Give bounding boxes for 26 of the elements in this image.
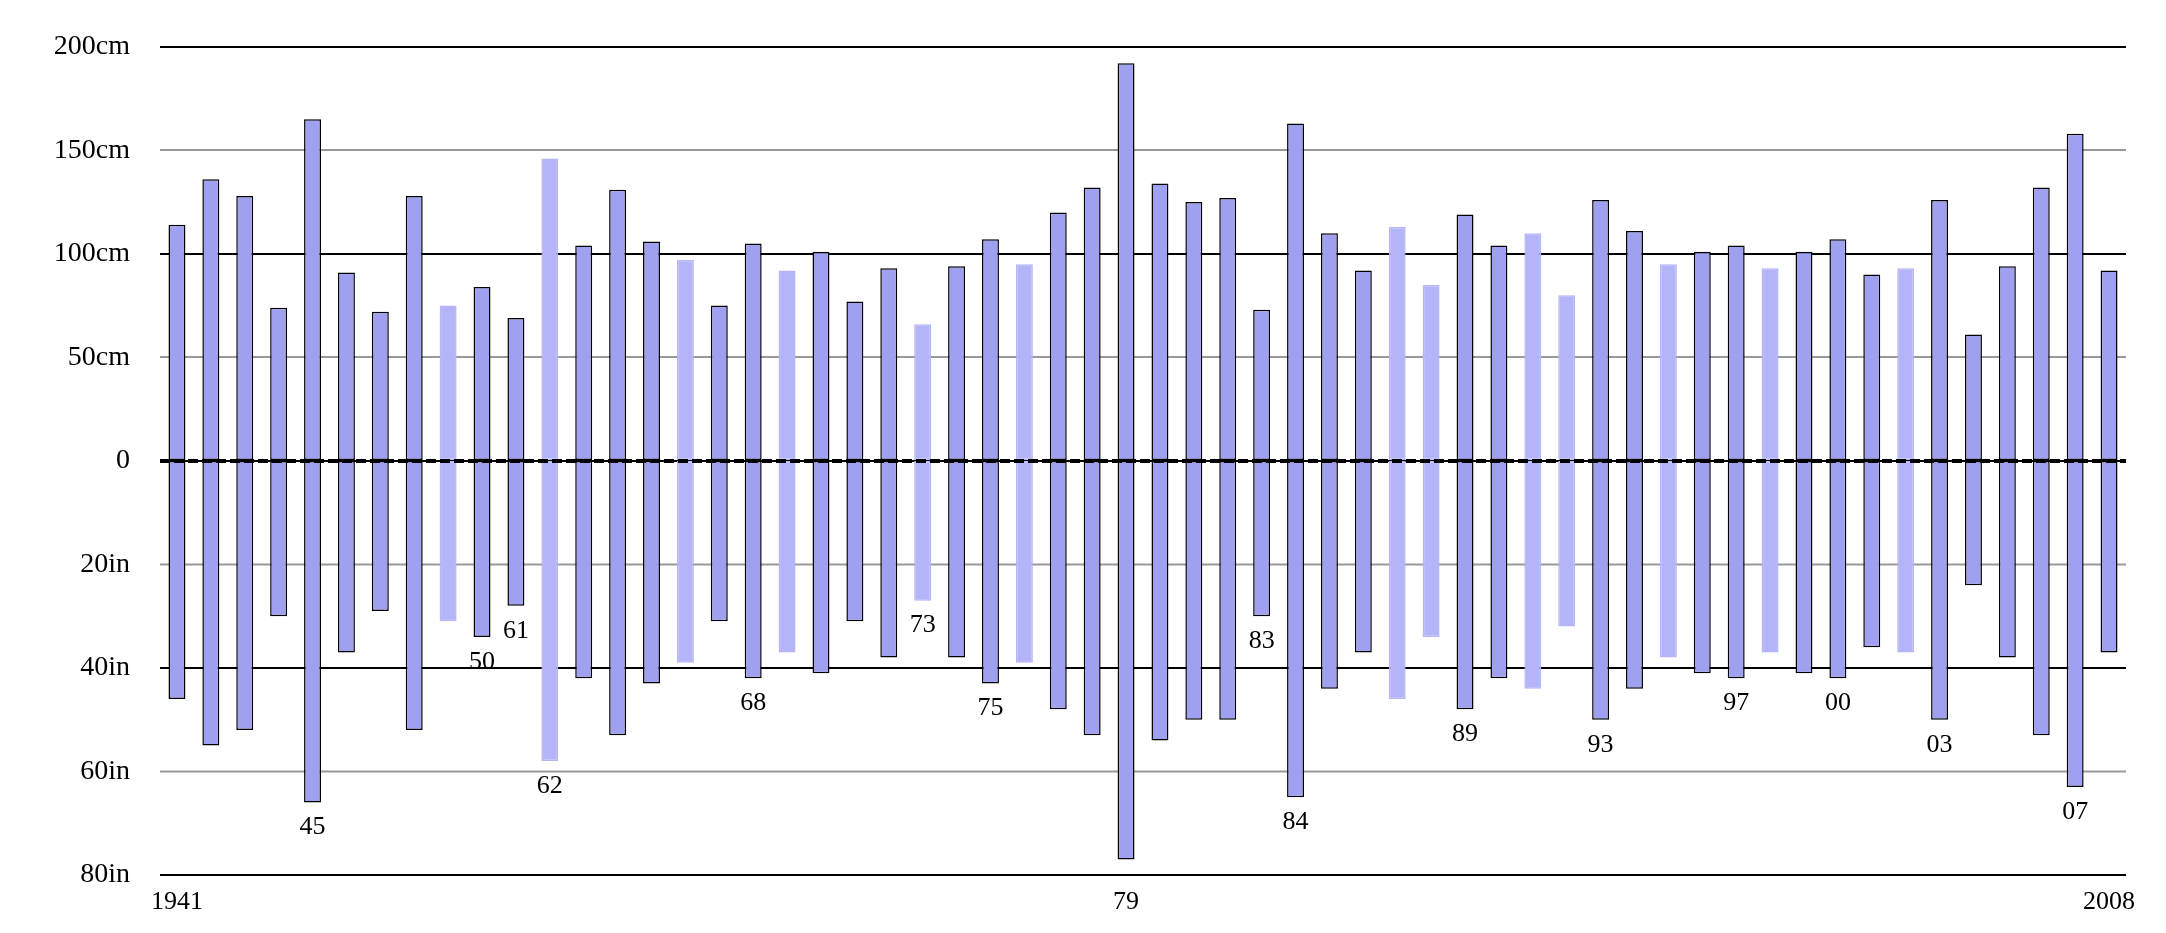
y2-tick-label: 40in	[80, 650, 130, 682]
x-tick-label: 45	[299, 811, 326, 841]
x-tick-label: 61	[502, 614, 529, 644]
y-tick-label: 150cm	[53, 132, 131, 164]
x-tick-label: 84	[1282, 806, 1309, 836]
x-tick-label: 79	[1113, 885, 1140, 915]
y2-tick-label: 20in	[80, 546, 130, 578]
x-tick-label: 07	[2062, 795, 2089, 825]
x-tick-label: 68	[740, 687, 767, 717]
x-tick-label: 97	[1723, 687, 1750, 717]
y-tick-label: 200cm	[53, 29, 131, 61]
x-tick-label: 1941	[150, 885, 203, 915]
x-tick-label: 93	[1587, 728, 1614, 758]
x-tick-label: 03	[1926, 728, 1953, 758]
x-tick-label: 62	[536, 769, 563, 799]
y-tick-label: 100cm	[53, 236, 131, 268]
x-tick-label: 83	[1248, 625, 1275, 655]
x-tick-label: 00	[1824, 687, 1851, 717]
y-tick-label: 50cm	[67, 339, 131, 371]
x-tick-label: 2008	[2083, 885, 2136, 915]
y2-tick-label: 80in	[80, 857, 130, 889]
y-tick-label: 0	[116, 443, 130, 475]
x-tick-label: 73	[909, 609, 936, 639]
x-tick-label: 89	[1452, 718, 1479, 748]
x-tick-label: 75	[977, 692, 1004, 722]
y2-tick-label: 60in	[80, 753, 130, 785]
